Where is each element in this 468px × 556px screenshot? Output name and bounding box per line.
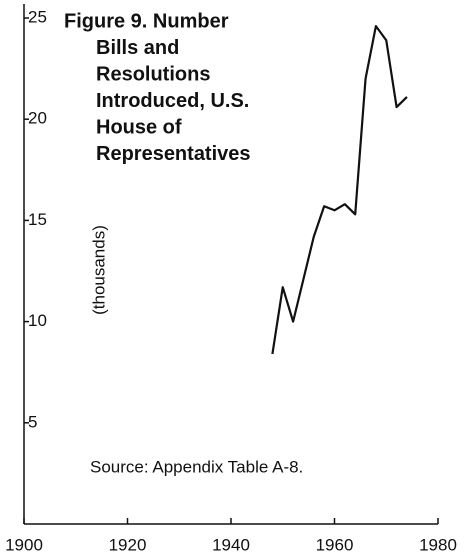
- x-tick-label: 1900: [5, 535, 43, 554]
- y-tick-label: 20: [28, 109, 47, 128]
- data-line: [271, 24, 408, 355]
- x-tick-label: 1920: [109, 535, 147, 554]
- y-tick-label: 25: [28, 7, 47, 26]
- y-tick-label: 10: [28, 311, 47, 330]
- chart-title-line: House of: [96, 116, 182, 138]
- chart-title-line: Resolutions: [96, 63, 210, 85]
- chart-title-line: Bills and: [96, 37, 179, 59]
- y-tick-label: 5: [28, 412, 37, 431]
- y-tick-label: 15: [28, 210, 47, 229]
- chart-title-line: Introduced, U.S.: [96, 90, 249, 112]
- x-tick-label: 1940: [212, 535, 250, 554]
- source-note: Source: Appendix Table A-8.: [90, 457, 303, 476]
- chart-title-line: Figure 9. Number: [64, 10, 229, 32]
- chart-title-line: Representatives: [96, 143, 251, 165]
- y-axis-label: (thousands): [89, 225, 108, 315]
- x-tick-label: 1960: [316, 535, 354, 554]
- x-tick-label: 1980: [419, 535, 457, 554]
